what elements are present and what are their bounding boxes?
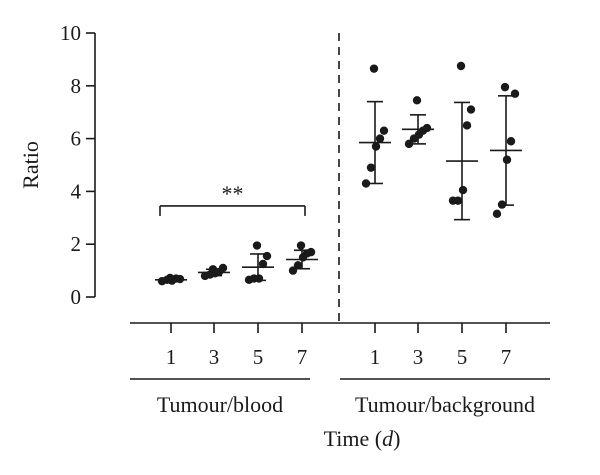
x-tick-label: 1 [370, 345, 381, 369]
data-point [453, 196, 463, 205]
data-point [456, 61, 466, 71]
y-axis: 0 2 4 6 8 10 [60, 21, 96, 309]
data-point [500, 82, 510, 92]
group-label: Tumour/background [355, 392, 535, 417]
data-point [375, 134, 385, 143]
y-tick-label: 2 [71, 232, 82, 256]
x-axis-label-suffix: ) [393, 426, 400, 451]
data-point [288, 266, 298, 275]
group-label: Tumour/blood [157, 392, 283, 417]
data-point [252, 241, 262, 250]
x-tick-label: 3 [209, 345, 220, 369]
y-tick-label: 10 [60, 21, 81, 45]
x-axis-label-prefix: Time ( [324, 426, 382, 451]
data-point [492, 209, 502, 219]
data-point [208, 265, 218, 274]
data-point [422, 123, 432, 133]
data-point [218, 263, 228, 273]
x-axis: 1 3 5 7 Tumour/blood 1 3 5 7 Tumour/background [130, 322, 550, 417]
data-point [412, 96, 422, 105]
data-point [254, 274, 264, 283]
data-point [361, 179, 371, 188]
y-tick-label: 4 [71, 179, 82, 203]
data-point [165, 273, 175, 283]
data-point [506, 137, 516, 146]
data-point [497, 200, 507, 209]
x-tick-label: 5 [253, 345, 264, 369]
significance-stars: ** [222, 181, 244, 206]
data-point [306, 247, 316, 257]
data-marks [155, 61, 522, 286]
significance-annotation: ** [159, 181, 306, 216]
y-tick-label: 0 [71, 285, 82, 309]
data-point [175, 274, 185, 284]
data-point [258, 259, 268, 269]
data-point [502, 155, 512, 164]
data-point [510, 89, 520, 98]
data-point [369, 64, 379, 73]
data-point [262, 251, 272, 261]
data-point [462, 121, 472, 130]
x-tick-label: 1 [166, 345, 177, 369]
x-tick-label: 3 [413, 345, 424, 369]
data-point [404, 139, 414, 149]
data-point [379, 126, 389, 135]
x-axis-label-variable: d [382, 426, 394, 451]
y-tick-label: 8 [71, 74, 82, 98]
x-axis-label: Time (d) [324, 426, 401, 451]
data-point [371, 142, 381, 151]
data-point [458, 185, 468, 195]
y-tick-label: 6 [71, 127, 82, 151]
x-tick-label: 7 [501, 345, 512, 369]
x-tick-label: 5 [457, 345, 468, 369]
y-axis-label: Ratio [18, 141, 43, 189]
data-point [466, 105, 476, 114]
data-point [296, 241, 306, 250]
x-tick-label: 7 [297, 345, 308, 369]
data-point [293, 261, 303, 270]
data-point [366, 163, 376, 172]
